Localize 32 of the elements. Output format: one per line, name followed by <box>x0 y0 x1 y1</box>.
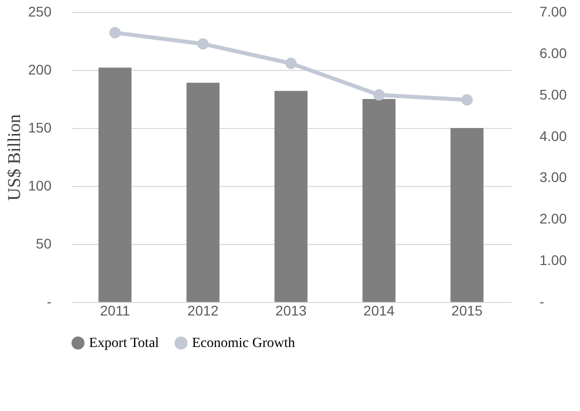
point <box>373 89 385 101</box>
bar <box>450 128 484 302</box>
bar <box>98 68 132 302</box>
point <box>285 58 297 70</box>
y-tick-label: 200 <box>28 62 52 78</box>
bar <box>186 82 220 302</box>
point <box>197 38 209 50</box>
x-tick-label: 2013 <box>275 302 307 318</box>
y-tick-label: 150 <box>28 120 52 136</box>
y-axis-title: US$ Billion <box>4 114 24 201</box>
x-tick-label: 2011 <box>100 302 130 318</box>
x-tick-label: 2012 <box>187 302 219 318</box>
point <box>461 94 473 106</box>
bar <box>274 90 308 302</box>
y2-tick-label: 7.00 <box>540 4 567 20</box>
x-tick-label: 2015 <box>451 302 483 318</box>
legend-label: Export Total <box>89 336 160 351</box>
y2-tick-label: 6.00 <box>540 44 567 61</box>
y-tick-label: 250 <box>28 4 52 20</box>
bar <box>362 99 396 302</box>
y-tick-label: 50 <box>36 236 52 252</box>
y-tick-label: - <box>46 294 52 310</box>
point <box>109 27 121 38</box>
y-tick-label: 100 <box>28 178 52 194</box>
x-tick-label: 2014 <box>363 302 395 318</box>
y2-tick-label: 1.00 <box>540 252 567 268</box>
y2-tick-label: 4.00 <box>540 128 567 144</box>
y2-tick-label: 3.00 <box>540 169 567 186</box>
y2-tick-label: - <box>540 294 544 310</box>
y2-tick-label: 2.00 <box>540 210 567 227</box>
y2-tick-label: 5.00 <box>540 86 567 102</box>
legend-label: Economic Growth <box>192 336 296 351</box>
